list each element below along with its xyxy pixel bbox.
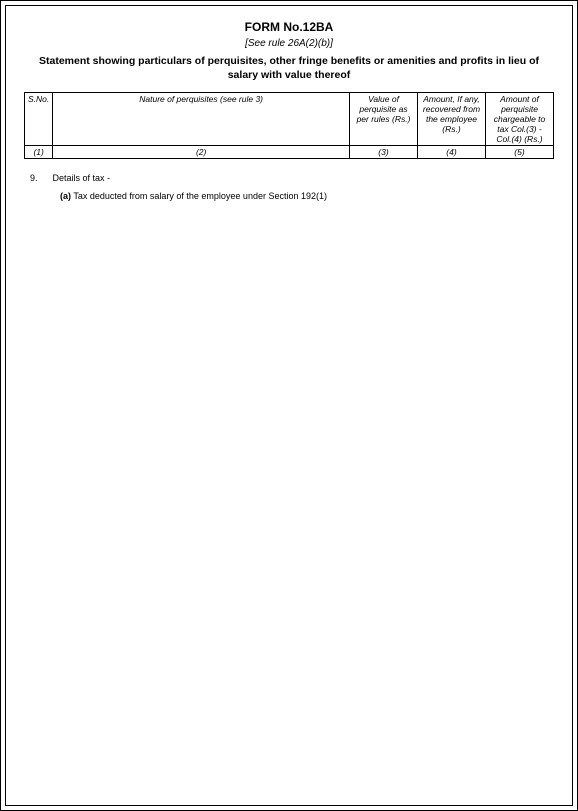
tax-details-section: 9. Details of tax - (a) Tax deducted fro… [24,173,554,201]
table-subheader-row: (1) (2) (3) (4) (5) [25,146,554,159]
hdr-nature: Nature of perquisites (see rule 3) [53,93,350,146]
tax-sub-a-text: Tax deducted from salary of the employee… [73,191,327,201]
form-title: FORM No.12BA [24,20,554,34]
tax-item-label: Details of tax - [53,173,111,183]
subhdr-3: (3) [350,146,418,159]
tax-sub-a-marker: (a) [60,191,71,201]
rule-reference: [See rule 26A(2)(b)] [24,38,554,49]
subhdr-1: (1) [25,146,53,159]
subhdr-5: (5) [486,146,554,159]
tax-sub-a: (a) Tax deducted from salary of the empl… [30,191,554,201]
hdr-sno: S.No. [25,93,53,146]
subhdr-2: (2) [53,146,350,159]
subhdr-4: (4) [418,146,486,159]
table-header-row: S.No. Nature of perquisites (see rule 3)… [25,93,554,146]
hdr-recovered: Amount, If any, recovered from the emplo… [418,93,486,146]
statement-heading: Statement showing particulars of perquis… [34,55,544,82]
page-border-outer: FORM No.12BA [See rule 26A(2)(b)] Statem… [0,0,578,811]
hdr-value: Value of perquisite as per rules (Rs.) [350,93,418,146]
page-border-inner: FORM No.12BA [See rule 26A(2)(b)] Statem… [5,5,573,806]
perquisites-table: S.No. Nature of perquisites (see rule 3)… [24,92,554,159]
tax-item-number: 9. [30,173,50,183]
hdr-tax: Amount of perquisite chargeable to tax C… [486,93,554,146]
